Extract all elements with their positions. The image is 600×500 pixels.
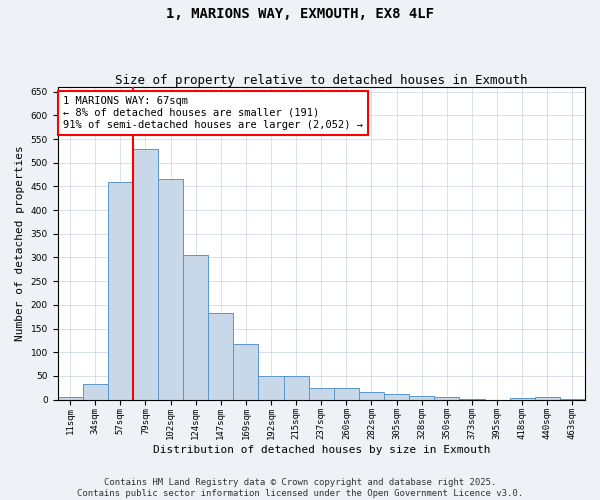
Bar (58, 397, 83, 400)
Text: 1, MARIONS WAY, EXMOUTH, EX8 4LF: 1, MARIONS WAY, EXMOUTH, EX8 4LF (166, 8, 434, 22)
Bar (434, 397, 460, 400)
Bar (309, 388, 334, 400)
Y-axis label: Number of detached properties: Number of detached properties (15, 146, 25, 341)
Bar (535, 397, 560, 400)
Bar (509, 398, 535, 400)
Bar (183, 255, 208, 400)
Bar (560, 398, 585, 400)
Bar (259, 376, 284, 400)
Bar (409, 396, 434, 400)
Bar (133, 148, 158, 400)
Bar (83, 384, 108, 400)
Bar (233, 344, 259, 400)
Text: Contains HM Land Registry data © Crown copyright and database right 2025.
Contai: Contains HM Land Registry data © Crown c… (77, 478, 523, 498)
Bar (208, 314, 233, 400)
Bar (284, 376, 309, 400)
Bar (460, 398, 485, 400)
Bar (384, 394, 409, 400)
Bar (359, 392, 384, 400)
Bar (108, 182, 133, 400)
Title: Size of property relative to detached houses in Exmouth: Size of property relative to detached ho… (115, 74, 527, 87)
X-axis label: Distribution of detached houses by size in Exmouth: Distribution of detached houses by size … (152, 445, 490, 455)
Text: 1 MARIONS WAY: 67sqm
← 8% of detached houses are smaller (191)
91% of semi-detac: 1 MARIONS WAY: 67sqm ← 8% of detached ho… (63, 96, 363, 130)
Bar (334, 388, 359, 400)
Bar (158, 180, 183, 400)
